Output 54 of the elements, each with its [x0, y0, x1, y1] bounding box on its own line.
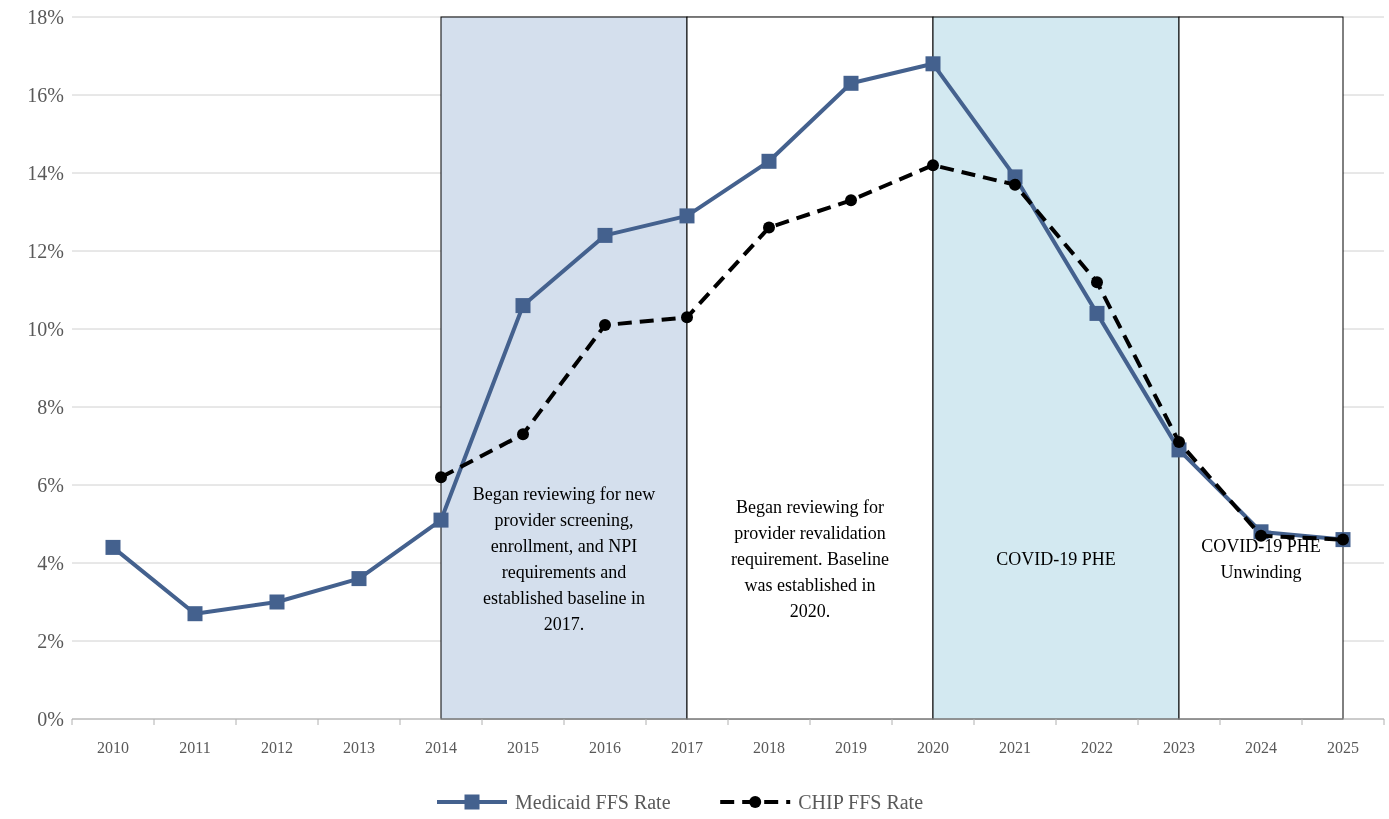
point	[1009, 178, 1021, 191]
point	[435, 471, 447, 484]
y-tick-label: 6%	[37, 474, 64, 496]
x-tick-label: 2020	[917, 739, 949, 756]
point	[679, 208, 695, 224]
x-tick-label: 2019	[835, 739, 867, 756]
point	[843, 75, 859, 91]
y-tick-label: 0%	[37, 708, 64, 730]
point	[763, 221, 775, 234]
point	[515, 298, 531, 314]
y-tick-label: 10%	[27, 318, 64, 340]
y-tick-label: 14%	[27, 162, 64, 184]
x-tick-label: 2024	[1245, 739, 1277, 756]
point	[105, 539, 121, 555]
band-label: Began reviewing for new provider screening, enrollment, and NPI requirements and established baseline in 2017.	[472, 484, 656, 635]
x-tick-label: 2012	[261, 739, 293, 756]
band-label: Began reviewing for provider revalidation requirement. Baseline was established in 2020.	[731, 497, 889, 622]
x-tick-label: 2013	[343, 739, 375, 756]
band-label: COVID-19 PHE Unwinding	[1201, 536, 1321, 583]
x-tick-label: 2010	[97, 739, 129, 756]
x-tick-label: 2014	[425, 739, 457, 756]
band-label: COVID-19 PHE	[996, 549, 1116, 570]
x-tick-label: 2016	[589, 739, 621, 756]
point	[433, 512, 449, 528]
point	[1173, 436, 1185, 449]
legend-label: CHIP FFS Rate	[798, 791, 924, 813]
x-tick-label: 2021	[999, 739, 1031, 756]
x-tick-label: 2022	[1081, 739, 1113, 756]
point	[187, 606, 203, 622]
point	[845, 194, 857, 207]
point	[597, 227, 613, 243]
point	[927, 159, 939, 172]
point	[761, 153, 777, 169]
y-tick-label: 2%	[37, 630, 64, 652]
x-tick-label: 2018	[753, 739, 785, 756]
x-tick-label: 2017	[671, 739, 703, 756]
point	[517, 428, 529, 441]
y-tick-label: 12%	[27, 240, 64, 262]
y-tick-label: 16%	[27, 84, 64, 106]
point	[925, 56, 941, 72]
x-tick-label: 2015	[507, 739, 539, 756]
point	[681, 311, 693, 324]
y-tick-label: 8%	[37, 396, 64, 418]
point	[351, 571, 367, 587]
x-tick-label: 2025	[1327, 739, 1359, 756]
x-tick-label: 2023	[1163, 739, 1195, 756]
legend-label: Medicaid FFS Rate	[515, 791, 671, 813]
y-tick-label: 18%	[27, 6, 64, 28]
point	[1091, 276, 1103, 289]
point	[1089, 305, 1105, 321]
point	[599, 319, 611, 332]
y-tick-label: 4%	[37, 552, 64, 574]
x-tick-label: 2011	[179, 739, 211, 756]
point	[269, 594, 285, 610]
